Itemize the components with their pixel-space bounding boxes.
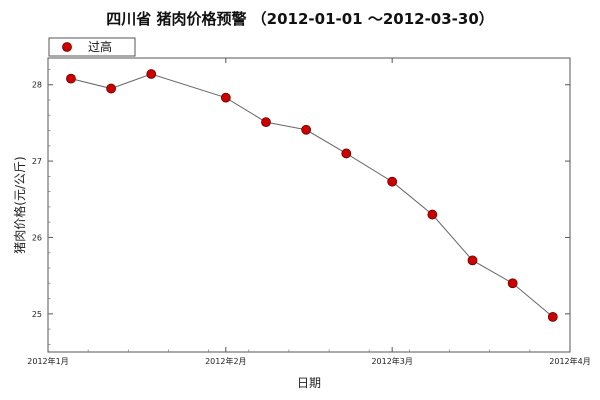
- x-tick-label: 2012年3月: [371, 356, 412, 366]
- data-point: [547, 311, 558, 322]
- y-axis: 25 26 27 28: [32, 69, 570, 345]
- y-tick-label: 27: [32, 157, 42, 166]
- data-point: [467, 255, 478, 266]
- data-point: [387, 176, 398, 187]
- data-point: [427, 209, 438, 220]
- data-point: [66, 73, 76, 84]
- y-tick-label: 26: [32, 233, 42, 242]
- data-point: [146, 69, 157, 79]
- data-point: [507, 278, 518, 289]
- x-tick-label: 2012年2月: [205, 356, 246, 366]
- data-point: [301, 124, 312, 135]
- plot-area: [47, 57, 571, 353]
- legend-box: [48, 37, 136, 57]
- data-point: [106, 83, 116, 94]
- data-point: [341, 148, 352, 159]
- legend-marker: [62, 42, 72, 52]
- x-tick-label: 2012年4月: [549, 356, 590, 366]
- chart-title: 四川省 猪肉价格预警 （2012-01-01 ～2012-03-30）: [106, 10, 494, 28]
- series-line: [70, 73, 554, 318]
- data-point: [261, 117, 271, 128]
- x-tick-label: 2012年1月: [27, 356, 68, 366]
- x-axis-title: 日期: [297, 376, 321, 390]
- x-axis: 2012年1月 2012年2月 2012年3月 2012年4月: [27, 58, 591, 366]
- legend-label: 过高: [88, 39, 112, 54]
- legend: 过高: [48, 37, 136, 57]
- y-tick-label: 25: [32, 310, 42, 319]
- y-axis-title: 猪肉价格(元/公斤): [12, 156, 27, 253]
- series-points: [66, 69, 558, 322]
- y-tick-label: 28: [32, 81, 42, 90]
- data-point: [220, 92, 231, 103]
